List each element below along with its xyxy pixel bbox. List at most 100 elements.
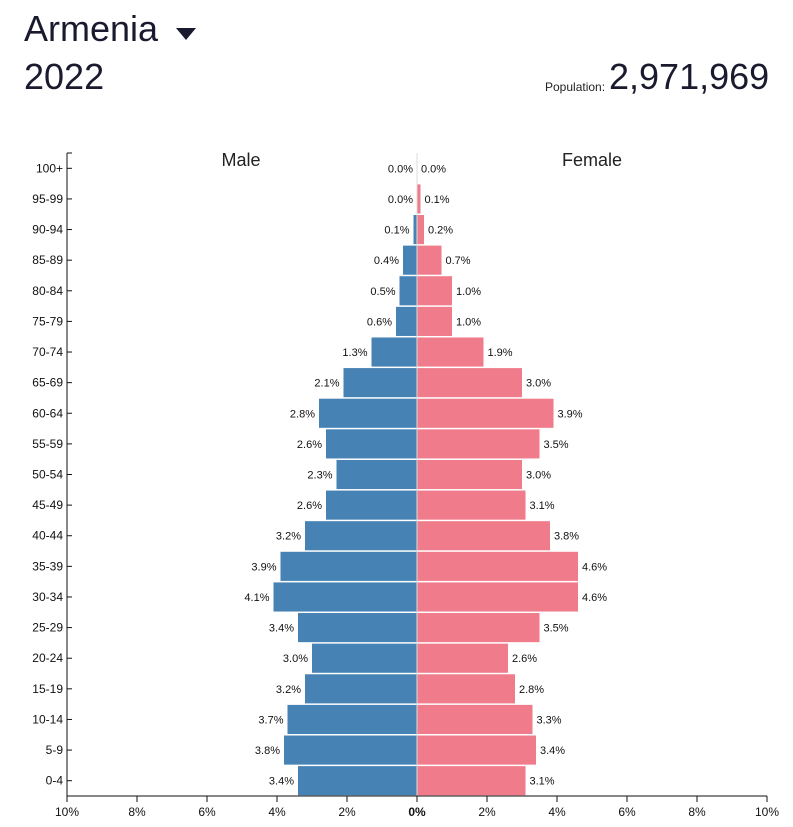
female-bar-75-79 [417, 306, 452, 336]
age-group-label: 70-74 [32, 345, 63, 359]
age-group-label: 35-39 [32, 559, 63, 573]
female-value-label: 1.9% [488, 347, 513, 359]
male-bar-90-94 [413, 214, 417, 245]
x-tick-label: 8% [688, 805, 706, 819]
male-value-label: 3.4% [269, 623, 294, 635]
female-bar-45-49 [417, 490, 526, 520]
male-bar-55-59 [326, 429, 417, 459]
female-value-label: 4.6% [582, 592, 607, 604]
male-value-label: 3.2% [276, 531, 301, 543]
male-value-label: 0.4% [374, 255, 399, 267]
male-value-label: 3.8% [255, 745, 280, 757]
male-bar-35-39 [280, 551, 417, 581]
female-bar-80-84 [417, 276, 452, 306]
x-tick-label: 2% [338, 805, 356, 819]
age-group-label: 65-69 [32, 376, 63, 390]
female-value-label: 1.0% [456, 316, 481, 328]
male-bar-50-54 [336, 459, 417, 490]
age-group-label: 75-79 [32, 314, 63, 328]
age-group-label: 55-59 [32, 437, 63, 451]
x-tick-label: 10% [755, 805, 779, 819]
male-bar-45-49 [326, 490, 417, 520]
age-group-label: 50-54 [32, 468, 63, 482]
female-value-label: 2.8% [519, 684, 544, 696]
male-value-label: 3.9% [251, 561, 276, 573]
female-bar-20-24 [417, 643, 508, 673]
female-bar-70-74 [417, 337, 484, 367]
age-group-label: 90-94 [32, 223, 63, 237]
x-tick-label: 10% [55, 805, 79, 819]
population-value: 2,971,969 [609, 56, 770, 97]
male-bar-5-9 [284, 735, 417, 765]
x-tick-label: 8% [128, 805, 146, 819]
male-value-label: 0.5% [370, 286, 395, 298]
female-bar-65-69 [417, 368, 522, 398]
male-value-label: 4.1% [244, 592, 269, 604]
male-bar-85-89 [403, 245, 417, 275]
male-bar-40-44 [305, 521, 417, 551]
male-value-label: 2.6% [297, 439, 322, 451]
female-value-label: 3.5% [544, 439, 569, 451]
female-value-label: 3.0% [526, 470, 551, 482]
male-bar-25-29 [298, 613, 417, 643]
male-value-label: 3.4% [269, 776, 294, 788]
x-tick-label: 2% [478, 805, 496, 819]
male-value-label: 2.3% [307, 470, 332, 482]
age-group-label: 10-14 [32, 712, 63, 726]
male-value-label: 3.2% [276, 684, 301, 696]
male-bar-80-84 [399, 276, 417, 306]
age-group-label: 20-24 [32, 651, 63, 665]
age-group-label: 80-84 [32, 284, 63, 298]
female-value-label: 2.6% [512, 653, 537, 665]
female-bar-85-89 [417, 245, 442, 275]
male-series-label: Male [221, 150, 260, 170]
female-bar-10-14 [417, 704, 533, 735]
female-value-label: 0.1% [425, 194, 450, 206]
age-group-label: 100+ [36, 161, 63, 175]
age-group-label: 45-49 [32, 498, 63, 512]
female-value-label: 0.2% [428, 225, 453, 237]
female-bar-5-9 [417, 735, 536, 765]
male-value-label: 2.6% [297, 500, 322, 512]
male-value-label: 0.6% [367, 316, 392, 328]
female-value-label: 3.1% [530, 776, 555, 788]
male-value-label: 2.1% [314, 378, 339, 390]
male-value-label: 3.7% [258, 714, 283, 726]
age-group-label: 30-34 [32, 590, 63, 604]
male-value-label: 0.0% [388, 194, 413, 206]
female-value-label: 0.0% [421, 163, 446, 175]
female-bar-40-44 [417, 521, 550, 551]
age-group-label: 15-19 [32, 682, 63, 696]
female-bar-55-59 [417, 429, 540, 459]
male-value-label: 0.0% [388, 163, 413, 175]
female-value-label: 4.6% [582, 561, 607, 573]
x-tick-label: 6% [618, 805, 636, 819]
age-group-label: 95-99 [32, 192, 63, 206]
female-bar-35-39 [417, 551, 578, 581]
age-group-label: 60-64 [32, 406, 63, 420]
male-bar-20-24 [312, 643, 417, 673]
x-tick-label: 4% [268, 805, 286, 819]
country-title[interactable]: Armenia [24, 8, 159, 49]
age-group-label: 0-4 [46, 774, 64, 788]
female-bar-0-4 [417, 766, 526, 796]
female-value-label: 3.9% [558, 408, 583, 420]
male-value-label: 2.8% [290, 408, 315, 420]
female-value-label: 3.3% [537, 714, 562, 726]
female-value-label: 0.7% [446, 255, 471, 267]
female-value-label: 3.1% [530, 500, 555, 512]
male-bar-15-19 [305, 674, 417, 704]
female-value-label: 3.4% [540, 745, 565, 757]
male-bar-10-14 [287, 704, 417, 735]
male-bar-75-79 [396, 306, 417, 336]
female-bar-30-34 [417, 582, 578, 612]
female-bar-50-54 [417, 459, 522, 490]
dropdown-caret-icon[interactable] [176, 28, 196, 40]
female-bar-15-19 [417, 674, 515, 704]
year-label: 2022 [24, 56, 105, 97]
x-tick-label: 4% [548, 805, 566, 819]
male-value-label: 3.0% [283, 653, 308, 665]
x-tick-label: 0% [408, 805, 426, 819]
age-group-label: 25-29 [32, 621, 63, 635]
